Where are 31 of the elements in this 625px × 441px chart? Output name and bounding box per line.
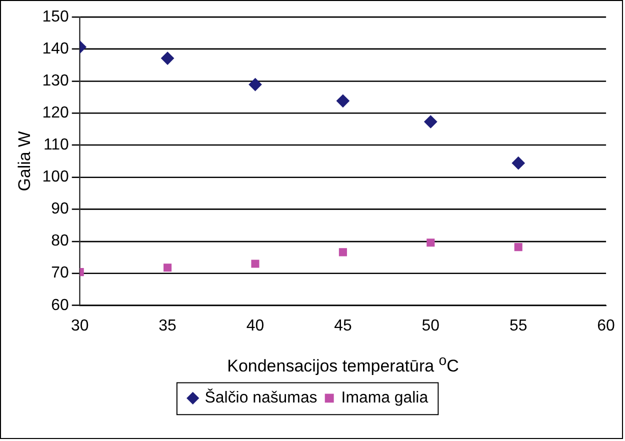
x-tick-label: 50 [422,317,440,334]
y-tick-label: 90 [51,200,70,218]
x-tick-label: 40 [246,317,264,334]
y-tick-label: 60 [51,296,70,314]
x-tick-label: 45 [334,317,352,334]
y-tick-label: 80 [51,232,70,250]
point [514,243,522,252]
x-tick-label: 35 [158,317,177,334]
y-tick-label: 70 [51,264,70,282]
point [424,115,438,128]
point [512,156,525,170]
point [161,52,174,65]
y-tick-label: 120 [42,104,70,122]
point [426,238,435,247]
y-tick-label: 130 [42,72,70,90]
y-axis-title: Galia W [14,131,34,192]
point [338,248,347,256]
x-tick-label: 60 [597,317,616,334]
y-tick-label: 150 [42,8,70,26]
y-tick-label: 110 [43,136,70,154]
point [248,78,262,92]
y-tick-label: 100 [42,168,70,186]
x-tick-label: 55 [509,317,528,334]
point [164,264,172,272]
point [251,260,260,268]
x-tick-label: 30 [70,317,89,334]
legend-label: Imama galia [341,390,428,407]
y-tick-label: 140 [42,40,70,58]
x-axis-title: Kondensacijos temperatūra $^{o}$C [226,353,460,377]
point [336,94,350,108]
legend-label: Šalčio našumas [204,388,318,407]
